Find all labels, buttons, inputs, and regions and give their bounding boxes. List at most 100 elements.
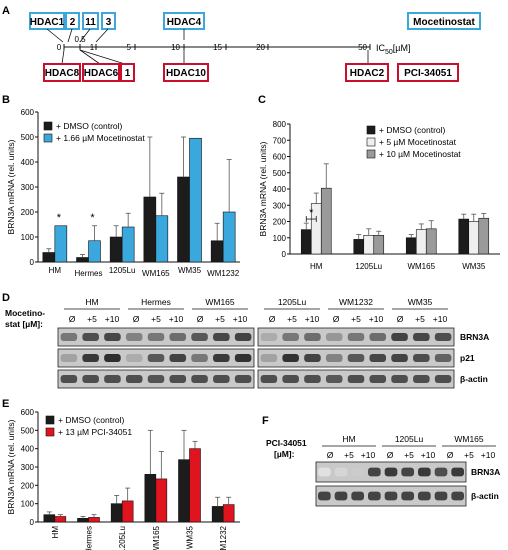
blot-band — [104, 375, 121, 383]
x-tick-label: HM — [310, 262, 323, 271]
blot-band — [304, 375, 321, 383]
y-tick-label: 300 — [273, 201, 287, 210]
blot-band — [104, 333, 121, 341]
blot-row-label: β-actin — [460, 374, 488, 384]
bar — [77, 518, 89, 523]
tick-20: 20 — [256, 43, 265, 52]
blot-lane-label: Ø — [333, 314, 340, 324]
blot-lane-label: +10 — [369, 314, 384, 324]
blot-group-label: WM1232 — [339, 297, 373, 307]
blot-lane-label: +10 — [305, 314, 320, 324]
legend-swatch — [45, 415, 55, 425]
chart-c: 0 100 200 300 400 500 600 700 800 BRN3A mRNA (rel… — [258, 120, 500, 271]
bar — [210, 240, 224, 263]
bar — [54, 225, 68, 263]
blot-band — [325, 375, 343, 383]
legend-label: + 13 µM PCI-34051 — [58, 427, 132, 437]
legend-label: + 1.66 µM Mocetinostat — [56, 133, 145, 143]
tick-15: 15 — [213, 43, 222, 52]
blot-band — [434, 354, 452, 362]
blot-band — [451, 467, 464, 477]
blot-band — [347, 354, 365, 362]
blot-lane-label: +10 — [421, 450, 436, 460]
blot-band — [282, 333, 299, 341]
blot-lane-label: +5 — [287, 314, 297, 324]
blot-group-label: HM — [342, 434, 355, 444]
bar — [76, 257, 89, 263]
blot-band — [82, 375, 99, 383]
y-tick-label: 400 — [21, 445, 35, 454]
blot-band — [82, 354, 99, 362]
hdac11-label: 11 — [85, 17, 96, 28]
blot-band — [304, 333, 321, 341]
y-tick-label: 0 — [30, 518, 35, 527]
blot-band — [125, 333, 143, 341]
y-tick-label: 500 — [21, 133, 35, 142]
pci-34051-box — [397, 63, 459, 82]
blot-band — [451, 491, 464, 501]
blot-band — [213, 333, 230, 341]
blot-band — [347, 375, 365, 383]
x-tick-label: WM35 — [186, 525, 195, 549]
y-tick-label: 100 — [21, 233, 35, 242]
x-tick-label: 1205Lu — [355, 262, 382, 271]
bar — [468, 221, 480, 255]
significance-star: * — [309, 207, 314, 219]
hdac10-label: HDAC10 — [166, 68, 206, 79]
y-tick-label: 300 — [21, 463, 35, 472]
blot-lane-label: +5 — [415, 314, 425, 324]
blot-band — [401, 491, 414, 501]
blot-band — [60, 333, 78, 341]
blot-band — [369, 354, 387, 362]
panel-a-label: A — [2, 5, 10, 17]
blot-band — [213, 354, 230, 362]
bar — [88, 240, 101, 263]
blot-lane-label: +10 — [433, 314, 448, 324]
blot-band — [213, 375, 230, 383]
blot-band — [125, 375, 143, 383]
x-tick-label: 1205Lu — [118, 526, 127, 550]
chart-b: 0 100 200 300 400 500 600 BRN3A mRNA (rel. unit… — [6, 108, 240, 278]
pci-34051-label: PCI-34051 — [404, 68, 452, 79]
blot-band — [169, 333, 187, 341]
legend-swatch — [366, 125, 376, 135]
bar — [478, 217, 490, 255]
panel-d-label: D — [2, 292, 10, 304]
legend-swatch — [43, 121, 53, 131]
blot-band — [191, 375, 208, 383]
blot-lane-label: Ø — [447, 450, 454, 460]
bar — [144, 474, 157, 523]
x-tick-label: WM165 — [142, 269, 170, 278]
legend-label: + 5 µM Mocetinostat — [379, 137, 457, 147]
hdac2-box — [345, 63, 389, 82]
y-tick-label: 500 — [273, 169, 287, 178]
panel-d-row-label-2: stat [µM]: — [5, 319, 43, 329]
hdac4-label: HDAC4 — [167, 17, 202, 28]
blot-band — [82, 333, 99, 341]
blot-row-label: β-actin — [471, 491, 499, 501]
blot-group-label: WM165 — [205, 297, 235, 307]
y-tick-label: 200 — [273, 218, 287, 227]
blot-band — [369, 375, 387, 383]
y-tick-label: 0 — [30, 258, 35, 267]
hdac3-box — [101, 12, 116, 30]
blot-band — [413, 375, 430, 383]
hdac8-label: HDAC8 — [45, 68, 80, 79]
legend-label: + 10 µM Mocetinostat — [379, 149, 461, 159]
x-tick-label: Hermes — [74, 269, 102, 278]
blot-lane-label: +10 — [169, 314, 184, 324]
blot-band — [334, 467, 348, 477]
blot-band — [234, 354, 252, 362]
blot-lane-label: +10 — [481, 450, 496, 460]
blot-band — [234, 375, 252, 383]
blot-band — [384, 491, 398, 501]
blot-band — [147, 375, 165, 383]
blot-band — [413, 354, 430, 362]
mocetinostat-label: Mocetinostat — [413, 17, 475, 28]
hdac2-top-box — [65, 12, 80, 30]
blot-band — [147, 333, 165, 341]
blot-band — [325, 354, 343, 362]
bar — [177, 176, 190, 263]
x-tick-label: HM — [51, 526, 60, 539]
